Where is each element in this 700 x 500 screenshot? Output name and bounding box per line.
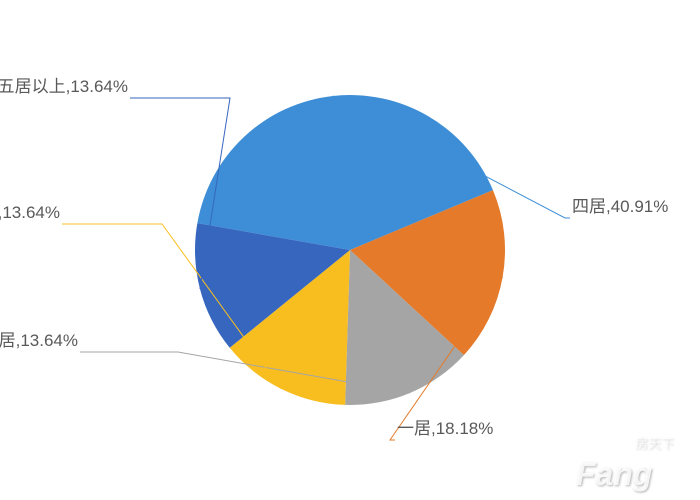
slice-label: 五居,13.64%: [0, 203, 60, 222]
slice-label: 三居,13.64%: [0, 331, 78, 350]
pie-chart: 四居,40.91% 一居,18.18% 三居,13.64% 五居,13.64% 五居以上…: [0, 0, 700, 500]
watermark-ext: .com: [652, 472, 685, 488]
watermark: Fang.com: [576, 458, 685, 490]
watermark-cn: 房天下: [635, 433, 674, 452]
slice-label: 一居,18.18%: [397, 419, 493, 438]
slice-label: 四居,40.91%: [572, 197, 668, 216]
slice-label: 五居以上,13.64%: [0, 77, 128, 96]
watermark-brand: Fang: [576, 456, 652, 492]
